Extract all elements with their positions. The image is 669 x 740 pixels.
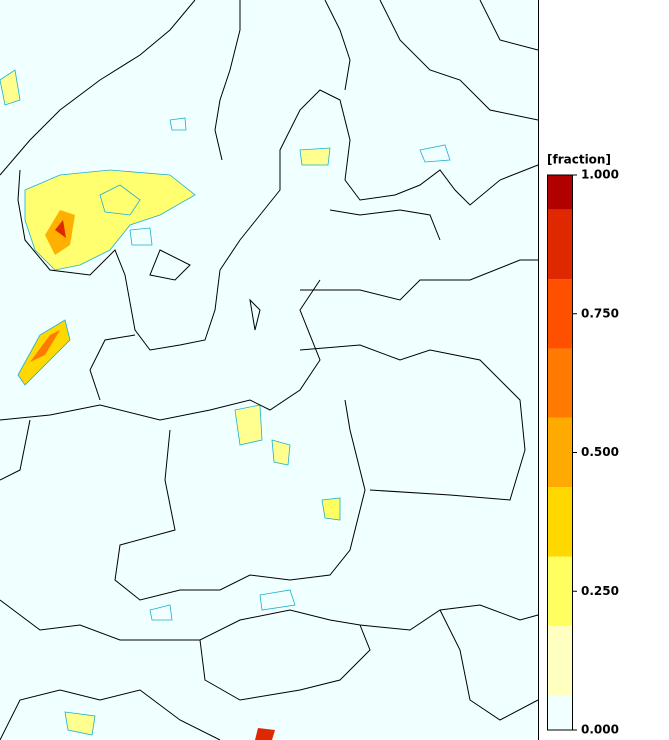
colorbar-bin: [547, 348, 572, 418]
field-blobs: [0, 69, 341, 740]
colorbar-title: [fraction]: [547, 153, 611, 167]
colorbar-tick-label: 0.750: [581, 306, 619, 320]
colorbar: [fraction] 0.000 0.250 0.500 0.750 1.000: [547, 153, 619, 737]
borders: [0, 259, 539, 721]
colorbar-bin: [547, 625, 572, 696]
colorbar-bin: [547, 695, 572, 730]
contours: [99, 117, 451, 621]
colorbar-bin: [547, 487, 572, 557]
colorbar-tick-label: 0.000: [581, 723, 619, 737]
coastlines: [0, 0, 539, 740]
colorbar-tick-label: 0.500: [581, 445, 619, 459]
colorbar-tick-label: 0.250: [581, 584, 619, 598]
colorbar-bin: [547, 279, 572, 349]
colorbar-bin: [547, 175, 572, 210]
colorbar-bin: [547, 209, 572, 280]
colorbar-bin: [547, 417, 572, 488]
map: [0, 0, 539, 740]
map-background: [0, 0, 538, 740]
colorbar-bin: [547, 556, 572, 626]
colorbar-tick-label: 1.000: [581, 168, 619, 182]
